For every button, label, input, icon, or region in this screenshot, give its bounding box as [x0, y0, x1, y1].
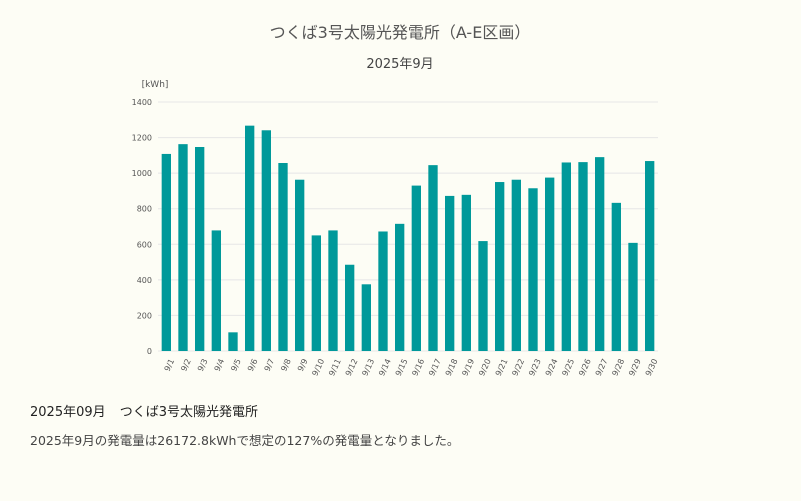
chart-title: つくば3号太陽光発電所（A-E区画） [270, 23, 531, 42]
bar-9-11 [328, 230, 338, 351]
bar-9-3 [195, 146, 205, 351]
bar-9-1 [161, 153, 171, 351]
x-tick-label: 9/2 [179, 357, 193, 372]
x-tick-label: 9/26 [577, 357, 593, 377]
y-axis-ticks: 0 200 400 600 800 1000 1200 1400 [132, 98, 152, 356]
bar-9-24 [545, 177, 555, 351]
x-tick-label: 9/1 [163, 357, 177, 372]
x-tick-label: 9/9 [296, 357, 310, 372]
x-tick-label: 9/22 [510, 357, 526, 377]
bar-9-13 [361, 284, 371, 351]
bar-9-25 [561, 162, 571, 351]
x-tick-label: 9/12 [344, 357, 360, 377]
bar-9-10 [311, 235, 321, 351]
x-tick-label: 9/23 [527, 357, 543, 377]
summary-text: 2025年9月の発電量は26172.8kWhで想定の127%の発電量となりました… [30, 433, 460, 448]
y-tick-label: 400 [137, 276, 152, 285]
y-tick-label: 1000 [132, 169, 152, 178]
summary-heading: 2025年09月 つくば3号太陽光発電所 [30, 401, 770, 420]
bar-9-9 [295, 179, 305, 351]
bar-9-22 [511, 179, 521, 351]
x-tick-label: 9/30 [644, 357, 660, 377]
y-axis-unit-label: [kWh] [142, 80, 169, 90]
bar-9-23 [528, 188, 538, 351]
x-tick-label: 9/19 [460, 357, 476, 377]
x-tick-label: 9/17 [427, 357, 443, 377]
y-tick-label: 1200 [132, 134, 152, 143]
x-tick-label: 9/27 [594, 357, 610, 377]
gridlines [158, 101, 658, 352]
bar-9-21 [495, 182, 505, 351]
x-tick-label: 9/13 [360, 357, 376, 377]
summary-plant-name: つくば3号太陽光発電所 [119, 405, 259, 420]
x-tick-label: 9/16 [410, 357, 426, 377]
y-tick-label: 800 [137, 205, 152, 214]
x-tick-label: 9/3 [196, 357, 210, 372]
bar-9-2 [178, 144, 188, 351]
y-tick-label: 0 [147, 347, 152, 356]
bar-9-8 [278, 163, 288, 351]
y-tick-label: 600 [137, 240, 152, 249]
x-tick-label: 9/11 [327, 357, 343, 377]
x-tick-label: 9/25 [560, 357, 576, 377]
bar-chart: つくば3号太陽光発電所（A-E区画） 2025年9月 [kWh] 0 200 400… [132, 23, 660, 377]
bar-9-28 [611, 202, 621, 351]
x-tick-label: 9/28 [610, 357, 626, 377]
bar-9-26 [578, 162, 588, 351]
x-tick-label: 9/15 [394, 357, 410, 377]
bar-9-15 [395, 223, 405, 351]
bar-9-20 [478, 241, 488, 351]
x-tick-label: 9/21 [494, 357, 510, 377]
x-tick-label: 9/7 [263, 357, 277, 372]
bar-9-19 [461, 194, 471, 351]
bar-9-27 [595, 157, 605, 351]
bar-9-18 [445, 195, 455, 351]
bar-9-7 [261, 130, 271, 351]
bar-9-14 [378, 231, 388, 351]
bar-9-17 [428, 165, 438, 351]
bar-9-4 [211, 230, 221, 351]
bar-9-30 [645, 161, 655, 351]
x-tick-label: 9/10 [310, 357, 326, 377]
x-tick-label: 9/6 [246, 357, 260, 372]
x-tick-label: 9/29 [627, 357, 643, 377]
y-tick-label: 1400 [132, 98, 152, 107]
x-tick-label: 9/18 [444, 357, 460, 377]
bar-9-29 [628, 242, 638, 351]
x-tick-label: 9/4 [213, 357, 227, 372]
y-tick-label: 200 [137, 311, 152, 320]
bars [161, 125, 655, 351]
x-axis-ticks: 9/1 9/2 9/3 9/4 9/5 9/6 9/7 9/8 9/9 9/10 9/11 9/12 9… [163, 357, 660, 377]
chart-area: つくば3号太陽光発電所（A-E区画） 2025年9月 [kWh] 0 200 400… [132, 23, 660, 377]
x-tick-label: 9/14 [377, 357, 393, 377]
bar-9-12 [345, 264, 355, 351]
bar-9-5 [228, 332, 238, 351]
x-tick-label: 9/20 [477, 357, 493, 377]
bar-9-16 [411, 185, 421, 351]
summary-date: 2025年09月 [30, 405, 106, 420]
chart-subtitle: 2025年9月 [366, 57, 433, 72]
x-tick-label: 9/5 [229, 357, 243, 372]
bar-9-6 [245, 125, 255, 351]
x-tick-label: 9/8 [279, 357, 293, 372]
x-tick-label: 9/24 [544, 357, 560, 377]
